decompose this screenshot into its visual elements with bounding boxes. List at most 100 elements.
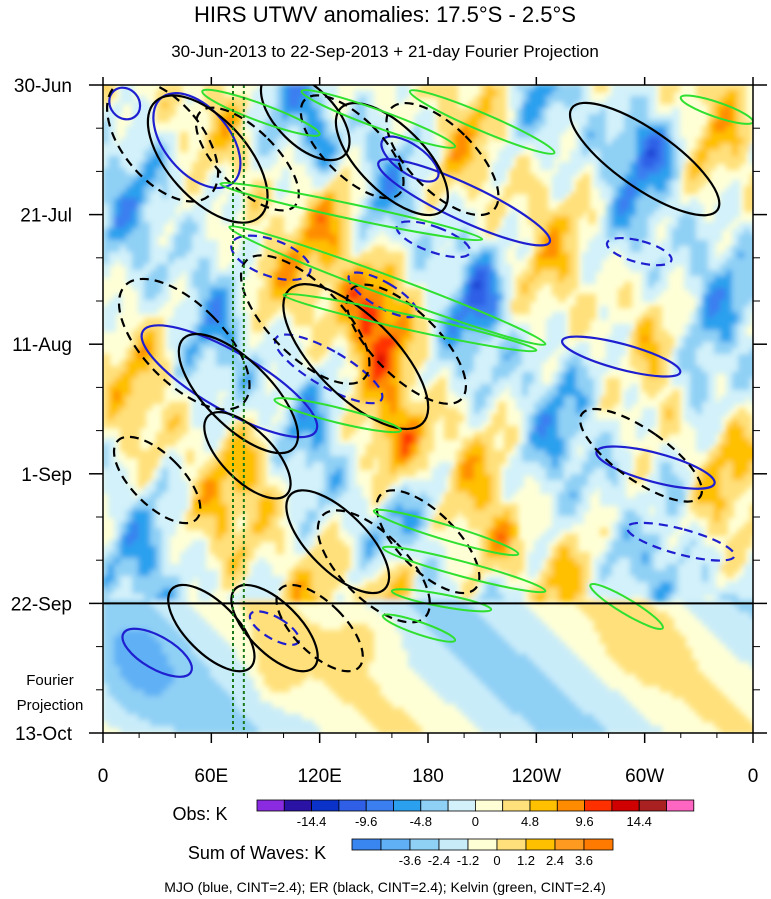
kelvin-contour-5 xyxy=(228,225,547,346)
obs-colorbar-label-2: -4.8 xyxy=(410,814,432,829)
waves-colorbar-box-4 xyxy=(467,838,498,851)
kelvin-contour-8 xyxy=(372,508,520,557)
x-tick-label-3: 180 xyxy=(412,766,444,787)
er-contour-21 xyxy=(275,583,364,673)
er-contour-16 xyxy=(316,509,431,624)
mjo-contour-11 xyxy=(605,236,673,267)
plot-area: 0 60E 120E 180 120W 60W 0 30-Jun 21-Jul 11-Aug 1-S… xyxy=(11,76,767,787)
obs-colorbar-label-6: 14.4 xyxy=(627,814,652,829)
chart-subtitle: 30-Jun-2013 to 22-Sep-2013 + 21-day Four… xyxy=(171,42,599,61)
er-contour-13 xyxy=(579,407,704,503)
obs-colorbar-box-1 xyxy=(283,799,312,812)
obs-colorbar-label-0: -14.4 xyxy=(297,814,327,829)
obs-colorbar-box-5 xyxy=(393,799,422,812)
x-tick-label-0: 0 xyxy=(98,766,109,787)
mjo-contour-8 xyxy=(395,220,472,259)
er-contour-14 xyxy=(112,435,202,525)
obs-colorbar-box-7 xyxy=(447,799,476,812)
er-contour-1 xyxy=(146,94,269,224)
y-tick-label-2: 11-Aug xyxy=(12,335,72,356)
mjo-contour-1 xyxy=(108,86,142,121)
projection-label: Fourier Projection xyxy=(17,672,84,714)
mjo-contour-10 xyxy=(595,445,716,490)
mjo-contour-7 xyxy=(377,158,552,247)
er-contour-18 xyxy=(285,489,391,595)
y-tick-label-5: 13-Oct xyxy=(15,724,73,745)
er-contour-19 xyxy=(230,583,319,673)
axes: 0 60E 120E 180 120W 60W 0 30-Jun 21-Jul 11-Aug 1-S… xyxy=(11,76,767,787)
obs-colorbar-label-4: 4.8 xyxy=(521,814,539,829)
obs-colorbar-box-8 xyxy=(474,799,504,812)
obs-colorbar-box-2 xyxy=(311,799,340,812)
waves-colorbar-box-5 xyxy=(496,838,527,851)
contour-series-kelvin xyxy=(201,88,753,643)
er-contour-20 xyxy=(167,583,256,673)
x-tick-label-1: 60E xyxy=(194,766,228,787)
obs-colorbar-box-14 xyxy=(638,799,667,812)
waves-colorbar-label-1: -2.4 xyxy=(428,853,450,868)
projection-label-line-1: Fourier xyxy=(26,672,74,689)
waves-colorbar-box-3 xyxy=(438,838,469,851)
obs-colorbar-box-12 xyxy=(584,799,613,812)
mjo-contour-13 xyxy=(121,627,193,678)
kelvin-contour-2 xyxy=(408,89,556,155)
obs-colorbar-box-13 xyxy=(611,799,640,812)
obs-colorbar: Obs: K -14.4 -9.6 -4.8 0 4.8 9.6 14.4 xyxy=(172,799,695,829)
kelvin-contour-11 xyxy=(589,582,664,631)
x-tick-label-5: 60W xyxy=(625,766,664,787)
projection-label-line-2: Projection xyxy=(17,697,84,714)
er-contour-11 xyxy=(282,283,430,431)
waves-colorbar-label-0: -3.6 xyxy=(399,853,421,868)
y-tick-label-1: 21-Jul xyxy=(20,206,72,227)
kelvin-contour-3 xyxy=(679,94,753,125)
er-contour-8 xyxy=(117,277,251,411)
wave-contours xyxy=(105,85,753,678)
y-tick-label-4: 22-Sep xyxy=(11,594,72,615)
kelvin-contour-9 xyxy=(381,545,547,594)
y-tick-label-3: 1-Sep xyxy=(21,465,72,486)
er-contour-0 xyxy=(105,85,220,203)
waves-colorbar: Sum of Waves: K -3.6 -2.4 -1.2 0 1.2 2.4 3.6 xyxy=(188,838,614,868)
x-tick-label-6: 0 xyxy=(748,766,759,787)
kelvin-contour-12 xyxy=(381,613,457,643)
kelvin-contour-6 xyxy=(282,292,538,353)
kelvin-contour-1 xyxy=(300,89,457,149)
contour-series-er xyxy=(105,85,721,673)
waves-colorbar-label-5: 2.4 xyxy=(546,853,564,868)
waves-colorbar-box-0 xyxy=(351,838,382,851)
waves-colorbar-label-6: 3.6 xyxy=(575,853,593,868)
obs-colorbar-box-3 xyxy=(338,799,367,812)
mjo-contour-9 xyxy=(560,335,682,378)
wave-legend-footnote: MJO (blue, CINT=2.4); ER (black, CINT=2.… xyxy=(164,879,606,895)
mjo-contour-4 xyxy=(273,333,384,405)
obs-colorbar-box-6 xyxy=(420,799,449,812)
obs-colorbar-box-0 xyxy=(256,799,285,812)
obs-colorbar-label: Obs: K xyxy=(172,804,227,824)
waves-colorbar-box-7 xyxy=(554,838,585,851)
obs-colorbar-box-11 xyxy=(556,799,585,812)
er-contour-12 xyxy=(345,283,468,405)
mjo-contour-12 xyxy=(625,521,736,562)
x-tick-label-4: 120W xyxy=(512,766,562,787)
er-contour-10 xyxy=(239,254,371,385)
obs-colorbar-label-3: 0 xyxy=(472,814,479,829)
mjo-contour-3 xyxy=(230,234,312,282)
y-tick-label-0: 30-Jun xyxy=(14,76,72,97)
obs-colorbar-label-1: -9.6 xyxy=(355,814,377,829)
obs-colorbar-box-10 xyxy=(529,799,558,812)
obs-colorbar-box-9 xyxy=(502,799,531,812)
waves-colorbar-box-6 xyxy=(525,838,556,851)
obs-colorbar-box-15 xyxy=(666,799,695,812)
kelvin-contour-0 xyxy=(201,88,321,137)
waves-colorbar-label-4: 1.2 xyxy=(517,853,535,868)
waves-colorbar-box-8 xyxy=(583,838,614,851)
obs-colorbar-box-4 xyxy=(365,799,394,812)
waves-colorbar-label: Sum of Waves: K xyxy=(188,843,326,863)
reference-lines xyxy=(103,85,753,733)
x-tick-label-2: 120E xyxy=(297,766,341,787)
obs-colorbar-label-5: 9.6 xyxy=(576,814,594,829)
waves-colorbar-label-3: 0 xyxy=(493,853,500,868)
er-contour-15 xyxy=(203,411,292,500)
kelvin-contour-7 xyxy=(273,397,402,434)
er-contour-5 xyxy=(334,101,449,217)
